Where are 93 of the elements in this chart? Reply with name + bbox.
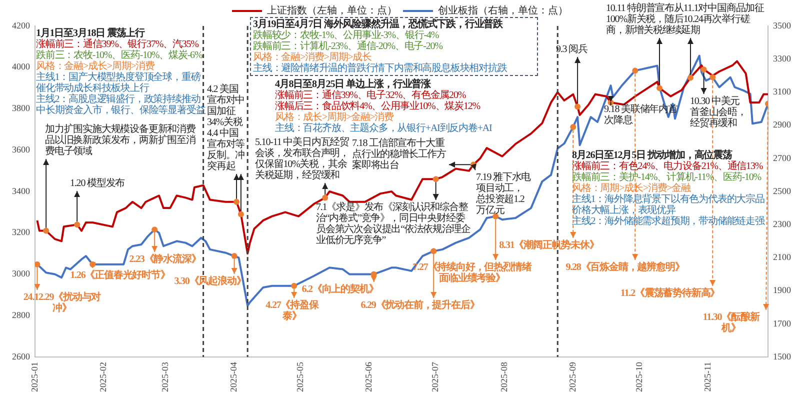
y-tick-label: 3800: [12, 103, 30, 114]
annotation: 7.1《求是》发布《深刻认识和综合整治“内卷式”竞争》，同日中央财经委员会第六次会议提出“依法依规治理企业低价无序竞争”: [316, 202, 471, 246]
annotation: 主线：避险情绪升温的普跌行情下内需和高股息板块相对抗跌: [253, 63, 508, 74]
annotation: 7.18 工信部宣布十大重点行业的稳增长工作方案即将出台: [352, 138, 447, 171]
x-tick-label: 2025-03: [160, 362, 170, 392]
annotation: 7.19 雅下水电项目动工，总投资超1.2万亿元: [476, 172, 532, 216]
y-tick-label: 2800: [12, 310, 30, 320]
legend-label: 创业板指（右轴，单位：点）: [438, 4, 568, 17]
x-tick-label: 2025-08: [498, 362, 509, 392]
annotation: 主线：百花齐放、主题众多，从银行+AI到反内卷+AI: [275, 123, 493, 134]
x-tick-label: 2025-01: [29, 362, 40, 392]
annotation: 11.30《酝酿新机》: [702, 312, 761, 334]
x-tick-label: 2025-04: [228, 362, 239, 392]
y2-tick-label: 3300: [773, 53, 792, 64]
annotation: 6.2《向上的契机》: [300, 284, 380, 295]
y-tick-label: 3000: [12, 268, 30, 279]
point: [291, 282, 298, 289]
annotation: 主线1：国产大模型热度登顶全球，重磅催化带动成长科技板块上行: [36, 72, 202, 94]
annotation: 风格：成长>周期>金融>消费: [275, 112, 395, 123]
annotation: 3月19日至4月7日 海外风险骤然升温，恐慌式下跌，行业普跌: [253, 19, 504, 30]
annotation: 8.31《潮阔正帆势未休》: [498, 240, 600, 251]
annotation: 11.2《震荡蓄势待新高》: [619, 288, 721, 299]
annotation: 1.20 模型发布: [70, 178, 126, 189]
y2-tick-label: 3100: [773, 86, 792, 97]
annotation: 跌前三：农牧-10%、医药-10%、煤炭-6%: [36, 50, 204, 61]
y2-tick-label: 1900: [773, 285, 792, 296]
annotation: 4.27《持盈保泰》: [264, 300, 320, 322]
annotation: 1.26《正值春光好时节》: [69, 270, 171, 281]
annotation: 9.28《百炼金睛，越辨愈明》: [564, 262, 686, 273]
point: [687, 74, 694, 81]
x-tick-label: 2025-02: [98, 362, 108, 392]
point: [432, 176, 439, 182]
annotation: 主线1：海外降息背景下以有色为代表的大宗品价格大幅上涨，表现优异: [572, 194, 766, 216]
y-tick-label: 3200: [12, 227, 30, 238]
point: [430, 248, 437, 254]
annotation: 跌幅前三：美护-14%、计算机-11%、医药-10%: [572, 172, 762, 183]
annotation: 主线2：海外储能需求超预期，带动储能链走强: [572, 216, 766, 227]
x-tick-label: 2025-09: [567, 362, 578, 392]
annotation: 涨幅前三：通信39%、电子32%、有色金属20%: [275, 90, 467, 101]
annotation: 风格：金融>成长>周期>消费: [36, 61, 156, 72]
annotation: 1月1日至3月18日 震荡上行: [36, 28, 146, 39]
annotation: 2.23《静水流深》: [128, 254, 202, 265]
annotation: 主线2：高股息逻辑盛行，政策持续推动中长期资金入市，银行、保险等显著受益: [36, 94, 207, 116]
point: [238, 211, 244, 218]
point: [231, 253, 238, 260]
y-tick-label: 3600: [12, 144, 30, 154]
y-tick-label: 3400: [12, 186, 30, 196]
y2-tick-label: 2100: [773, 252, 792, 262]
point: [710, 74, 716, 80]
y2-tick-label: 1700: [773, 318, 792, 328]
annotation: 风格：周期>成长>消费>金融: [572, 183, 692, 194]
annotation: 涨幅前三：通信39%、银行37%、汽35%: [36, 39, 200, 50]
point: [234, 198, 240, 205]
annotation: 涨幅后三：食品饮料4%、公用事业10%、煤炭12%: [275, 101, 482, 112]
y2-tick-label: 2500: [773, 186, 792, 196]
x-tick-label: 2025-05: [295, 362, 306, 392]
annotation: 4月8日至8月25日 单边上涨，行业普涨: [275, 79, 432, 90]
annotation: 8月26日至12月5日 扰动增加，高位震荡: [572, 150, 732, 161]
annotation: 涨幅前三：有色24%、电力设备21%、通信13%: [572, 161, 764, 172]
annotation: 5.10-11 中美日内瓦经贸会谈，发布联合声明，仅保留10%关税，其余关税延期，经贸缓和: [255, 137, 350, 181]
point: [656, 85, 662, 92]
annotation: 4.2 美国宣布对中国加征34%关税 4.4 中国宣布对等反制。冲突再起: [207, 84, 246, 172]
y2-tick-label: 2700: [773, 152, 792, 163]
y-tick-label: 2600: [12, 351, 30, 362]
annotation: 6.29《扰动在前，提升在后》: [360, 300, 480, 311]
point: [570, 124, 576, 130]
legend-label: 上证指数（左轴，单位：点）: [267, 4, 397, 17]
x-tick-label: 2025-11: [702, 362, 713, 392]
x-tick-label: 2025-07: [430, 362, 440, 392]
annotation: 3.30《风起浪动》: [173, 276, 247, 287]
annotation: 9.3 阅兵: [556, 44, 588, 55]
y2-tick-label: 1500: [773, 351, 792, 362]
point: [152, 226, 158, 233]
point: [574, 104, 581, 110]
annotation: 加力扩围实施大规模设备更新和消费品以旧换新政策发布，两新扩围至消费电子领域: [45, 124, 196, 157]
point: [632, 68, 638, 74]
y2-tick-label: 3500: [773, 20, 792, 30]
y2-tick-label: 2900: [773, 120, 792, 130]
annotation: 10.30 中美元首釜山会晤，经贸再缓和: [690, 96, 748, 129]
point: [74, 222, 80, 228]
annotation: 10.11 特朗普宣布从11.1对中国商品加征100%新关税，随后10.24再次举行磋商，新增关税继续延期: [606, 3, 766, 36]
y2-tick-label: 2300: [773, 218, 792, 229]
point: [322, 194, 328, 201]
x-tick-label: 2025-10: [634, 362, 644, 392]
y-tick-label: 4200: [12, 20, 30, 30]
point: [35, 261, 40, 268]
annotation: 跌幅较少：农牧-1%、公用事业-3%、银行-4%: [253, 30, 440, 41]
annotation: 风格：金融>消费>周期>成长: [253, 52, 373, 63]
point: [43, 228, 50, 234]
x-tick-label: 2025-06: [364, 362, 374, 392]
annotation: 跌幅前三：计算机-23%、通信-20%、电子-20%: [253, 41, 444, 52]
y-tick-label: 4000: [12, 62, 30, 72]
point: [700, 66, 707, 72]
